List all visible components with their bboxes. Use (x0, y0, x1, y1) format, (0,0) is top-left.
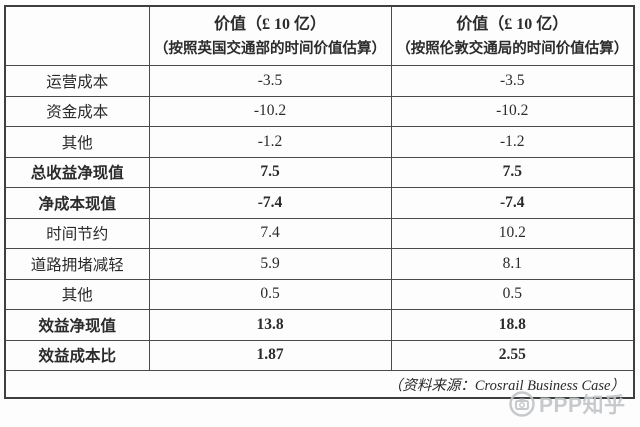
header-dft-subtitle: （按照英国交通部的时间价值估算） (154, 41, 386, 57)
value-tfl: -3.5 (390, 65, 635, 97)
table-row-capital-cost: 资金成本 -10.2 -10.2 (4, 95, 635, 127)
table-row-congestion-relief: 道路拥堵减轻 5.9 8.1 (4, 248, 635, 280)
value-tfl: 10.2 (390, 217, 635, 249)
row-label: 总收益净现值 (4, 156, 150, 188)
value-dft: -3.5 (148, 65, 392, 97)
table-row-time-savings: 时间节约 7.4 10.2 (4, 217, 635, 249)
row-label: 净成本现值 (4, 187, 150, 219)
value-tfl: 2.55 (390, 339, 635, 371)
table-row-operating-cost: 运营成本 -3.5 -3.5 (4, 65, 635, 97)
row-label: 效益净现值 (4, 309, 150, 341)
header-dft-title: 价值（£ 10 亿） (213, 16, 326, 33)
value-tfl: 7.5 (390, 156, 635, 188)
source-note: （资料来源：Crosrail Business Case） (4, 370, 635, 399)
table-row-net-cost-pv: 净成本现值 -7.4 -7.4 (4, 187, 635, 219)
value-dft: 0.5 (148, 278, 392, 310)
cost-benefit-table: 价值（£ 10 亿） （按照英国交通部的时间价值估算） 价值（£ 10 亿） （… (4, 5, 635, 399)
value-dft: -1.2 (148, 126, 392, 158)
table-row-total-revenue-npv: 总收益净现值 7.5 7.5 (4, 156, 635, 188)
header-tfl-subtitle: （按照伦敦交通局的时间价值估算） (396, 41, 629, 57)
value-dft: 5.9 (148, 248, 392, 280)
table-row-other-cost: 其他 -1.2 -1.2 (4, 126, 635, 158)
value-dft: 1.87 (148, 339, 392, 371)
row-label: 其他 (4, 278, 150, 310)
table-row-benefit-cost-ratio: 效益成本比 1.87 2.55 (4, 339, 635, 371)
row-label: 道路拥堵减轻 (4, 248, 150, 280)
value-tfl: 8.1 (390, 248, 635, 280)
row-label: 资金成本 (4, 95, 150, 127)
value-tfl: -1.2 (390, 126, 635, 158)
row-label: 运营成本 (4, 65, 150, 97)
header-dft-cell: 价值（£ 10 亿） （按照英国交通部的时间价值估算） (148, 5, 392, 66)
row-label: 效益成本比 (4, 339, 150, 371)
table-row-other-benefit: 其他 0.5 0.5 (4, 278, 635, 310)
value-tfl: -7.4 (390, 187, 635, 219)
value-dft: 7.5 (148, 156, 392, 188)
value-dft: 7.4 (148, 217, 392, 249)
header-empty-cell (4, 5, 150, 66)
header-tfl-cell: 价值（£ 10 亿） （按照伦敦交通局的时间价值估算） (390, 5, 635, 66)
row-label: 时间节约 (4, 217, 150, 249)
value-tfl: -10.2 (390, 95, 635, 127)
row-label: 其他 (4, 126, 150, 158)
value-tfl: 0.5 (390, 278, 635, 310)
value-tfl: 18.8 (390, 309, 635, 341)
header-tfl-title: 价值（£ 10 亿） (456, 16, 569, 33)
source-row: （资料来源：Crosrail Business Case） (4, 370, 635, 399)
value-dft: -10.2 (148, 95, 392, 127)
value-dft: -7.4 (148, 187, 392, 219)
header-row: 价值（£ 10 亿） （按照英国交通部的时间价值估算） 价值（£ 10 亿） （… (4, 5, 635, 66)
value-dft: 13.8 (148, 309, 392, 341)
table-row-benefit-npv: 效益净现值 13.8 18.8 (4, 309, 635, 341)
